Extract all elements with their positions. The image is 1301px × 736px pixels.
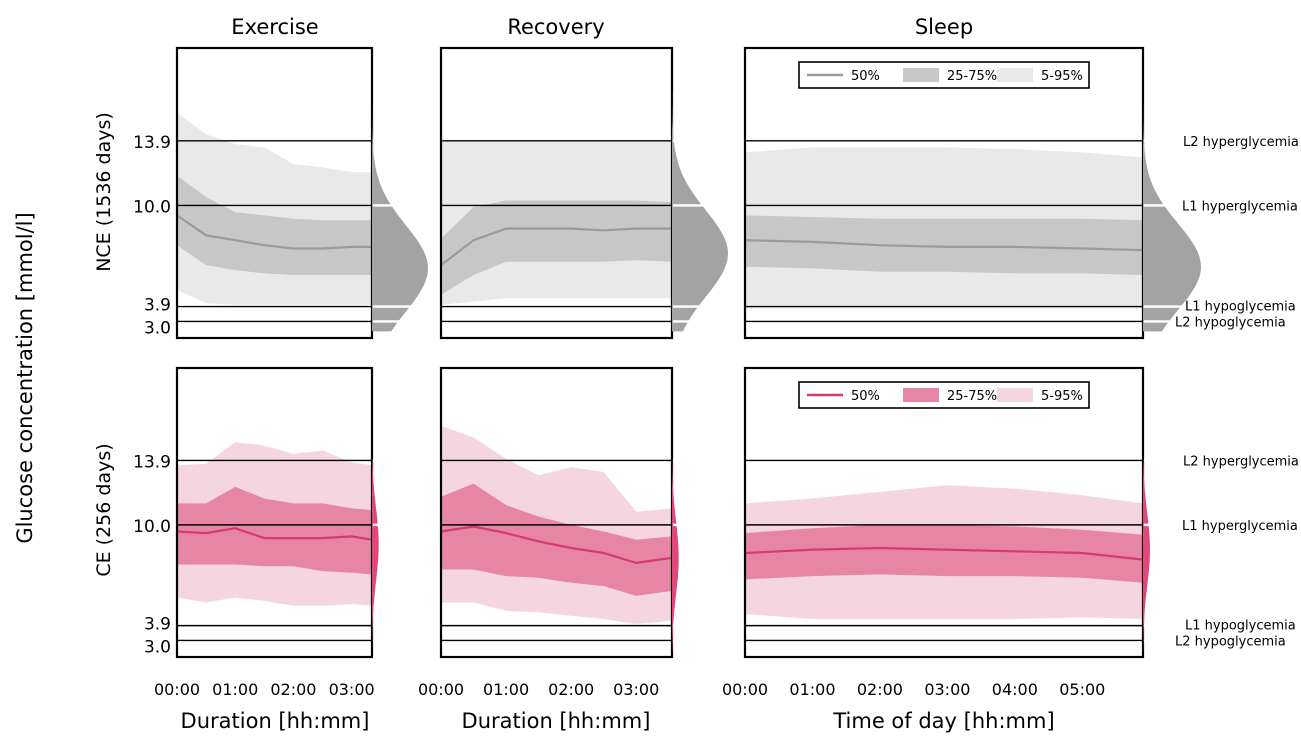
legend-label: 5-95% [1041,69,1083,84]
median-line [177,214,372,250]
density-shape [672,51,728,332]
density-shape [1143,51,1201,332]
xtick-label: 02:00 [270,680,316,699]
xtick-label: 02:00 [548,680,594,699]
threshold-label: L1 hypoglycemia [1185,300,1296,315]
xlabel-recovery: Duration [hh:mm] [462,709,651,733]
threshold-label: L1 hyperglycemia [1182,519,1298,534]
xtick-label: 03:00 [613,680,659,699]
column-title-exercise: Exercise [231,15,318,39]
threshold-label: L2 hypoglycemia [1175,315,1286,330]
threshold-label: L1 hypoglycemia [1185,619,1296,634]
xtick-label: 03:00 [924,680,970,699]
xtick-label: 04:00 [992,680,1038,699]
legend: 50% 25-75% 5-95% [798,381,1090,409]
row-label-ce: CE (256 days) [93,443,115,576]
xlabel-exercise: Duration [hh:mm] [181,709,370,733]
density-shape [672,458,679,653]
panel-nce-sleep: L2 hyperglycemia L1 hyperglycemia L1 hypog… [743,46,1299,340]
median-line [745,239,1143,252]
panel-ce-sleep: L2 hyperglycemia L1 hyperglycemia L1 hypog… [722,366,1299,699]
ytick-label: 3.9 [144,615,171,635]
xtick-label: 00:00 [418,680,464,699]
xtick-label: 02:00 [857,680,903,699]
ytick-label: 3.0 [144,318,171,338]
legend-label: 25-75% [947,389,997,404]
threshold-label: L2 hypoglycemia [1175,634,1286,649]
xtick-label: 03:00 [329,680,375,699]
xtick-label: 01:00 [483,680,529,699]
panel-nce-recovery [439,46,734,340]
legend-swatch-band [997,68,1033,82]
legend-swatch-band [903,68,939,82]
ytick-label: 13.9 [133,133,171,153]
panel-ce-exercise: 3.03.9 10.0 13.9 00:00 01:00 02:00 03:00 [133,366,434,699]
legend-label: 50% [851,69,880,84]
xtick-label: 00:00 [154,680,200,699]
legend-frame [798,61,1090,89]
median-line [441,525,672,565]
column-title-recovery: Recovery [507,15,604,39]
ytick-label: 10.0 [133,197,171,217]
ytick-label: 10.0 [133,517,171,537]
xtick-label: 00:00 [722,680,768,699]
density-shape [372,458,379,653]
legend: 50% 25-75% 5-95% [798,61,1090,89]
ytick-label: 13.9 [133,452,171,472]
legend-swatch-band [997,388,1033,402]
density-shape [1143,458,1150,653]
xtick-label: 01:00 [212,680,258,699]
band-25-75 [441,200,672,295]
panel-ce-recovery: 00:00 01:00 02:00 03:00 [418,366,734,699]
median-line [177,527,372,541]
xtick-label: 05:00 [1059,680,1105,699]
density-shape [372,51,428,332]
band-25-75 [177,486,372,575]
row-label-nce: NCE (1536 days) [93,112,115,272]
legend-label: 5-95% [1041,389,1083,404]
ytick-label: 3.9 [144,296,171,316]
legend-frame [798,381,1090,409]
threshold-label: L1 hyperglycemia [1182,199,1298,214]
band-25-75 [177,175,372,275]
legend-label: 50% [851,389,880,404]
ytick-label: 3.0 [144,637,171,657]
legend-swatch-band [903,388,939,402]
panel-nce-exercise: 3.03.9 10.0 13.9 [133,46,434,340]
threshold-label: L2 hyperglycemia [1183,135,1299,150]
main-ylabel: Glucose concentration [mmol/l] [13,212,37,543]
band-25-75 [745,524,1143,583]
column-title-sleep: Sleep [915,15,973,39]
median-line [745,546,1143,561]
threshold-label: L2 hyperglycemia [1183,454,1299,469]
xlabel-sleep: Time of day [hh:mm] [832,709,1054,733]
legend-label: 25-75% [947,69,997,84]
band-25-75 [441,483,672,596]
median-line [441,227,672,266]
xtick-label: 01:00 [789,680,835,699]
band-25-75 [745,215,1143,275]
